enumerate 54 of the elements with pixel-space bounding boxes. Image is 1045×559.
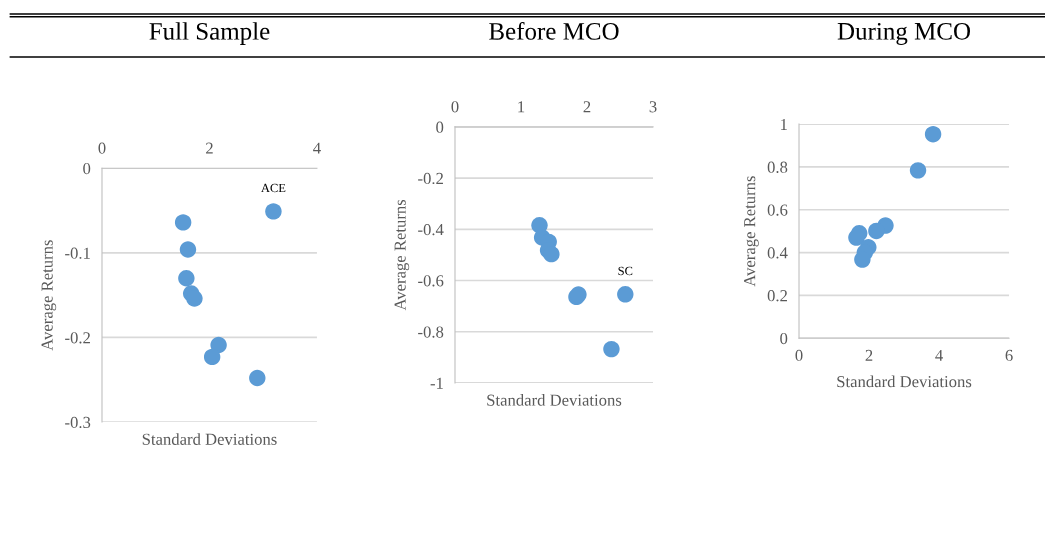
y-tick-label: 0.8 [767,161,788,173]
y-tick-label: -0.6 [418,275,444,287]
y-axis-title: Average Returns [394,199,410,311]
chart-title: Full Sample [149,22,270,45]
point [265,203,282,220]
y-tick-label: -0.3 [65,416,91,429]
x-tick-label: 2 [206,142,213,154]
point [854,251,871,268]
y-tick-label: -0.2 [65,332,90,344]
y-tick-label: 0 [436,121,444,133]
x-axis-title: Standard Deviations [487,394,622,406]
y-axis-title: Average Returns [744,176,759,287]
x-tick-label: 0 [451,101,459,113]
point [178,270,195,287]
x-tick-label: 0 [98,142,106,154]
y-tick-label: 0.4 [767,247,788,259]
point [249,369,266,387]
point [848,229,865,246]
y-tick-label: 0.6 [767,204,788,216]
point [203,348,221,366]
annotation: SC [618,266,633,276]
chart-title: During MCO [837,22,971,45]
point [210,336,227,354]
annotation: ACE [261,183,286,193]
y-tick-label: -0.8 [418,326,444,338]
point [909,162,927,179]
x-tick-label: 6 [1005,349,1013,362]
y-tick-label: 0 [83,162,91,175]
x-tick-label: 3 [649,101,657,113]
point [868,222,885,240]
point [186,290,203,307]
y-tick-label: 0.2 [767,290,787,302]
point [924,125,942,143]
x-tick-label: 4 [313,142,321,154]
x-tick-label: 2 [865,349,873,361]
y-tick-label: 0 [780,332,788,345]
point [174,214,192,231]
point [603,340,620,358]
x-tick-label: 0 [795,349,803,362]
x-tick-label: 1 [518,101,525,113]
point [543,245,560,263]
point [179,241,197,258]
y-tick-label: -0.2 [418,172,443,185]
x-tick-label: 4 [935,349,943,361]
x-axis-title: Standard Deviations [837,375,972,388]
x-tick-label: 2 [583,101,591,113]
y-tick-label: -0.4 [418,224,444,236]
chart-title: Before MCO [489,21,619,40]
y-axis-title: Average Returns [41,240,57,351]
y-tick-label: -1 [430,377,443,389]
point [617,286,634,303]
y-tick-label: -0.1 [65,247,90,259]
x-axis-title: Standard Deviations [142,433,277,445]
y-tick-label: 1 [781,118,787,130]
